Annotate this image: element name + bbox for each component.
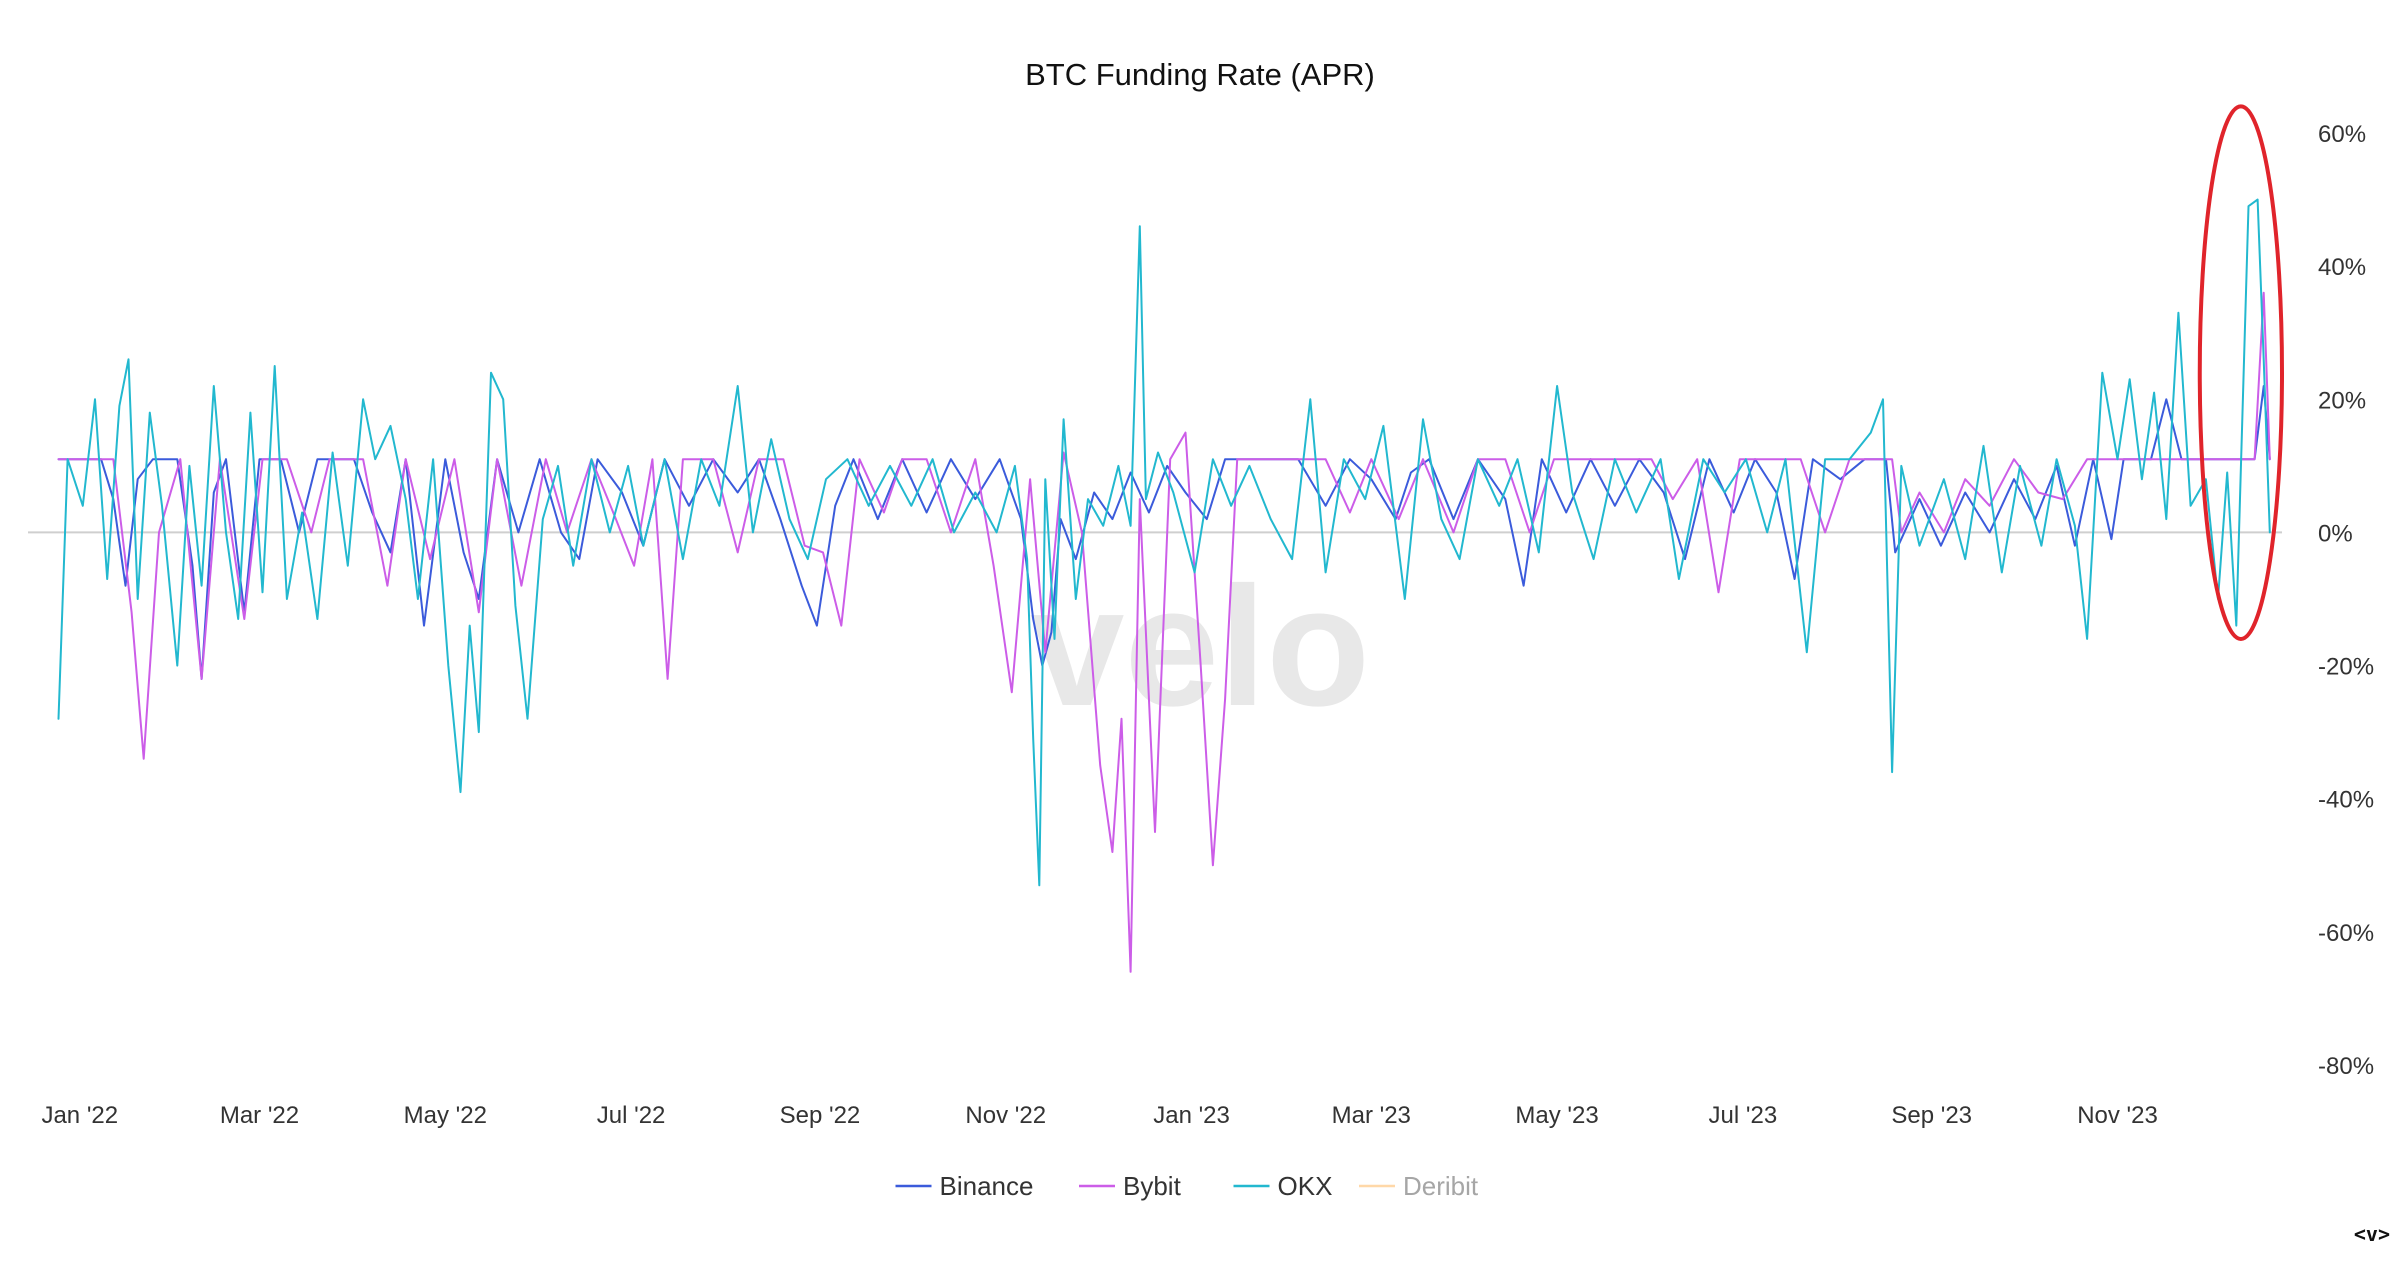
- series-line-bybit: [57, 291, 2271, 973]
- legend-item-okx[interactable]: OKX: [1233, 1171, 1333, 1201]
- chart-nav-control[interactable]: <v>: [2353, 1222, 2390, 1246]
- x-tick-label: Nov '23: [2077, 1102, 2158, 1129]
- x-tick-label: Sep '23: [1891, 1102, 1972, 1129]
- legend-label: Bybit: [1123, 1171, 1182, 1201]
- highlight-ellipse: [2197, 104, 2284, 641]
- y-tick-label: -60%: [2318, 920, 2374, 947]
- legend-label: Deribit: [1403, 1171, 1479, 1201]
- series-line-okx: [57, 198, 2271, 887]
- legend-item-deribit[interactable]: Deribit: [1359, 1171, 1479, 1201]
- y-tick-label: 0%: [2318, 520, 2353, 547]
- x-tick-label: Jul '23: [1709, 1102, 1778, 1129]
- y-axis: 60% 40% 20% 0% -20% -40% -60% -80%: [2318, 121, 2374, 1080]
- y-tick-label: -40%: [2318, 787, 2374, 814]
- legend-label: Binance: [940, 1171, 1034, 1201]
- annotation-ellipse: [2197, 104, 2284, 641]
- y-tick-label: 20%: [2318, 387, 2366, 414]
- x-tick-label: Jan '23: [1153, 1102, 1230, 1129]
- x-tick-label: Jan '22: [41, 1102, 118, 1129]
- series-lines: [57, 198, 2271, 973]
- y-tick-label: -80%: [2318, 1053, 2374, 1080]
- y-tick-label: 40%: [2318, 254, 2366, 281]
- y-tick-label: 60%: [2318, 121, 2366, 148]
- x-tick-label: Sep '22: [780, 1102, 861, 1129]
- legend: Binance Bybit OKX Deribit: [895, 1171, 1479, 1201]
- y-tick-label: -20%: [2318, 654, 2374, 681]
- legend-item-binance[interactable]: Binance: [895, 1171, 1034, 1201]
- series-line-binance: [57, 385, 2271, 680]
- x-tick-label: Mar '23: [1332, 1102, 1411, 1129]
- x-axis: Jan '22 Mar '22 May '22 Jul '22 Sep '22 Nov '…: [41, 1102, 2157, 1129]
- x-tick-label: Nov '22: [965, 1102, 1046, 1129]
- x-tick-label: May '23: [1515, 1102, 1598, 1129]
- x-tick-label: Mar '22: [220, 1102, 299, 1129]
- chart-title: BTC Funding Rate (APR): [1025, 57, 1375, 92]
- legend-item-bybit[interactable]: Bybit: [1079, 1171, 1182, 1201]
- legend-label: OKX: [1278, 1171, 1333, 1201]
- x-tick-label: Jul '22: [597, 1102, 666, 1129]
- x-tick-label: May '22: [404, 1102, 487, 1129]
